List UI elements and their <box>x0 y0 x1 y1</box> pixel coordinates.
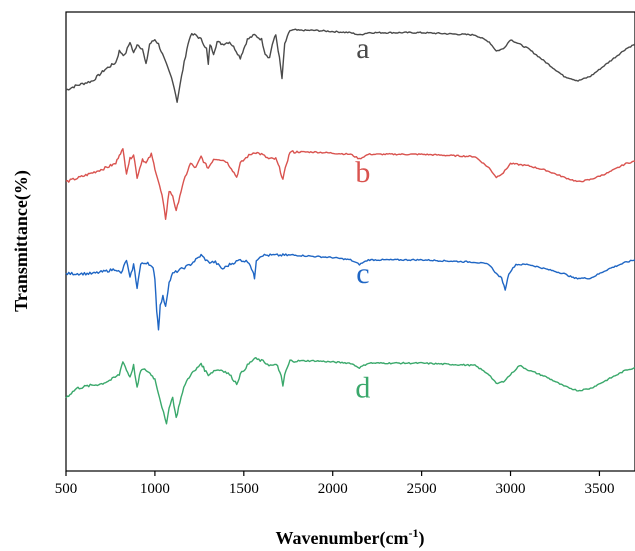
series-label-layer: a b c d <box>355 32 370 405</box>
series-line-b <box>65 148 635 220</box>
x-tick-label-2000: 2000 <box>318 481 348 497</box>
x-axis-title-close: ) <box>418 528 424 549</box>
series-line-d <box>65 357 635 425</box>
x-axis-title-superscript: -1 <box>408 526 418 540</box>
x-axis-title: Wavenumber(cm-1) <box>276 526 425 549</box>
series-layer <box>65 28 635 425</box>
series-label-c: c <box>356 257 369 290</box>
series-line-c <box>65 253 635 331</box>
x-tick-label-1000: 1000 <box>140 481 170 497</box>
x-tick-label-3000: 3000 <box>496 481 526 497</box>
plot-frame <box>65 11 635 472</box>
series-line-a <box>65 28 635 103</box>
x-tick-label-500: 500 <box>55 481 78 497</box>
x-axis: 500 1000 1500 2000 2500 3000 3500 <box>55 471 614 497</box>
series-label-d: d <box>355 372 370 405</box>
x-tick-label-3500: 3500 <box>584 481 614 497</box>
series-label-b: b <box>355 156 370 189</box>
x-tick-label-1500: 1500 <box>229 481 259 497</box>
series-label-a: a <box>356 32 369 65</box>
y-axis-title: Transmittance(%) <box>11 170 32 312</box>
x-tick-label-2500: 2500 <box>407 481 437 497</box>
